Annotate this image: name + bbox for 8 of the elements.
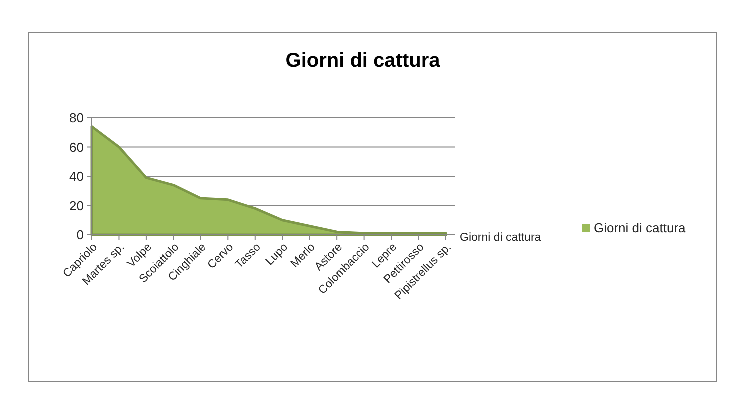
y-tick-label: 20	[70, 198, 84, 214]
y-tick-label: 80	[70, 110, 84, 126]
y-tick-label: 60	[70, 140, 84, 155]
chart-title: Giorni di cattura	[286, 50, 442, 72]
legend-label: Giorni di cattura	[594, 220, 687, 236]
y-tick-label: 0	[76, 228, 84, 243]
text: Giorni di cattura	[460, 232, 542, 244]
y-tick-label: 40	[70, 169, 84, 184]
